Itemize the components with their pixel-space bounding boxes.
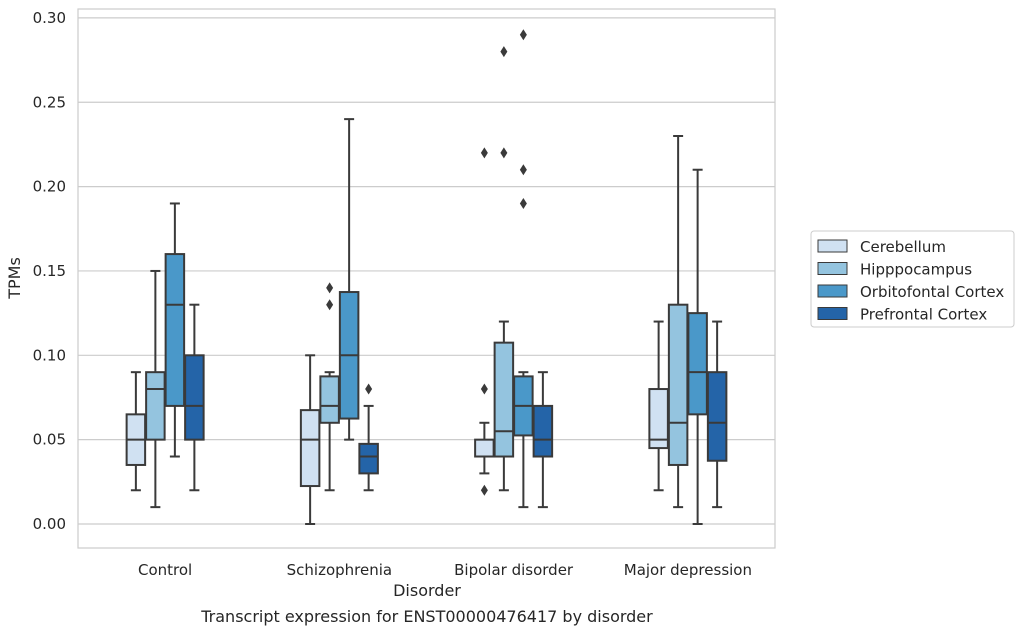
box [299,409,321,488]
chart-caption: Transcript expression for ENST0000047641… [200,607,653,626]
legend: Cerebellum Hipppocampus Orbitofontal Corte… [810,230,1015,328]
box [319,375,340,424]
outlier-point [519,29,527,41]
outlier-point [480,147,488,159]
legend-item: Prefrontal Cortex [817,306,987,324]
outlier-point [326,299,334,311]
y-axis-ticks: 0.00 0.05 0.10 0.15 0.20 0.25 0.30 [33,9,66,533]
x-axis-label: Disorder [393,581,461,600]
y-tick-label: 0.05 [33,431,66,449]
y-tick-label: 0.00 [33,515,66,533]
x-tick-label: Major depression [624,561,752,579]
y-tick-label: 0.10 [33,346,66,364]
box [358,442,379,475]
box-plot [125,371,147,492]
box-plot [319,282,340,492]
legend-item: Cerebellum [817,238,946,256]
legend-label: Hipppocampus [860,261,972,279]
box [184,354,205,441]
box-plot [532,371,554,509]
box [145,371,166,441]
legend-label: Prefrontal Cortex [860,306,987,324]
series-hipppocampus [145,46,689,509]
box-plot [648,320,669,492]
box-plot [184,303,205,492]
legend-swatch [817,239,848,253]
outlier-point [519,164,527,176]
series-prefrontal-cortex [184,303,728,509]
box [687,312,708,416]
y-tick-label: 0.25 [33,93,66,111]
box [706,371,728,462]
box [493,341,515,458]
box-plot [706,320,728,509]
box [532,404,554,458]
box-plot [513,29,534,509]
box-plot [493,46,515,492]
box-plot [474,147,495,496]
box-plot [667,134,689,509]
plot-area-frame [77,8,776,549]
outlier-point [500,46,508,58]
outlier-point [326,282,334,294]
outlier-point [480,383,488,395]
legend-item: Orbitofontal Cortex [817,283,1004,301]
legend-swatch [817,262,848,275]
outlier-point [500,147,508,159]
box-plot [687,168,708,525]
box [667,303,689,466]
y-tick-label: 0.30 [33,9,66,27]
x-tick-label: Control [138,561,192,579]
box [474,438,495,458]
legend-swatch [817,307,848,320]
legend-label: Cerebellum [860,238,946,256]
box-plot-marks [125,29,728,525]
legend-frame [810,230,1015,328]
y-tick-label: 0.20 [33,178,66,196]
series-orbitofontal-cortex [164,29,708,525]
series-cerebellum [125,147,669,525]
outlier-point [480,484,488,496]
y-tick-label: 0.15 [33,262,66,280]
box-plot [145,269,166,509]
box-plot [338,118,360,441]
outlier-point [365,383,373,395]
legend-item: Hipppocampus [817,261,972,279]
box-plot [164,202,186,458]
x-tick-label: Schizophrenia [287,561,392,579]
box-plot [358,383,379,492]
legend-label: Orbitofontal Cortex [860,283,1004,301]
legend-swatch [817,284,848,298]
y-axis-label: TPMs [5,257,24,300]
box-plot [299,354,321,525]
outlier-point [519,197,527,209]
x-axis-ticks: Control Schizophrenia Bipolar disorder Majo… [138,561,752,579]
x-tick-label: Bipolar disorder [454,561,574,579]
box [164,253,186,407]
